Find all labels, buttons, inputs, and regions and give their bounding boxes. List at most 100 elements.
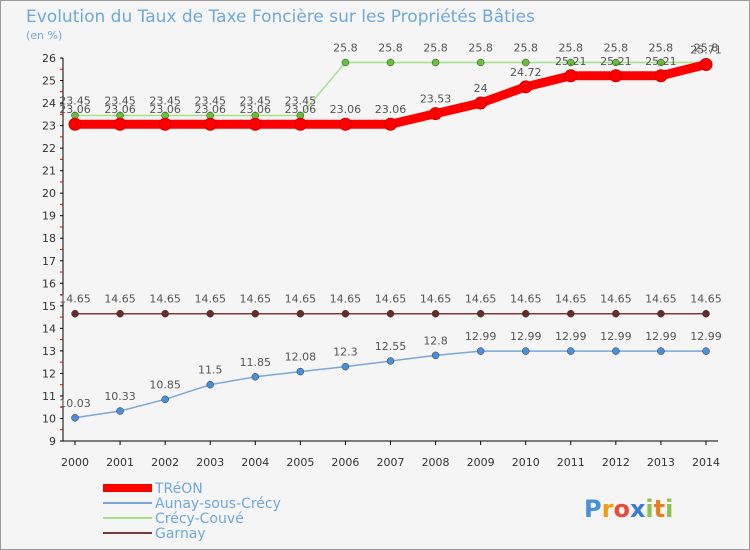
data-label-1: 12.99 — [690, 330, 722, 343]
series-point-0 — [384, 117, 397, 131]
logo-letter-x: x — [630, 495, 646, 523]
series-point-1 — [296, 367, 305, 376]
y-tick-label: 26 — [42, 52, 56, 65]
y-tick-label: 24 — [42, 97, 56, 110]
chart-title: Evolution du Taux de Taxe Foncière sur l… — [26, 7, 535, 27]
series-point-0 — [564, 69, 578, 83]
data-label-2: 25.8 — [559, 42, 584, 55]
logo-letter-i: i — [645, 495, 653, 523]
series-point-1 — [521, 347, 530, 355]
series-point-2 — [612, 58, 620, 67]
data-label-3: 14.65 — [59, 293, 91, 306]
x-tick-label: 2008 — [422, 456, 450, 469]
data-label-0: 25.71 — [690, 44, 722, 57]
logo-letter-i2: i — [665, 495, 673, 523]
y-tick-label: 20 — [42, 187, 56, 200]
x-tick-label: 2003 — [196, 456, 224, 469]
data-label-1: 10.33 — [104, 390, 136, 403]
data-label-3: 14.65 — [645, 293, 677, 306]
data-label-0: 24.72 — [510, 66, 542, 79]
logo-letter-t: t — [654, 495, 665, 523]
data-label-2: 25.8 — [468, 42, 493, 55]
legend-label-0: TRéON — [154, 481, 203, 497]
series-point-3 — [657, 309, 665, 318]
y-tick-label: 12 — [42, 367, 56, 380]
x-tick-label: 2010 — [512, 456, 540, 469]
data-label-3: 14.65 — [149, 293, 181, 306]
series-point-1 — [431, 351, 440, 360]
data-label-3: 14.65 — [690, 293, 722, 306]
data-label-1: 12.99 — [555, 330, 587, 343]
data-labels: 14.65 14.65 14.65 14.65 14.65 14.65 14.65 14.65… — [59, 42, 722, 410]
data-label-2: 25.8 — [333, 42, 358, 55]
x-tick-label: 2009 — [467, 456, 495, 469]
x-tick-label: 2011 — [557, 456, 585, 469]
y-tick-label: 10 — [42, 412, 56, 425]
x-tick-label: 2000 — [61, 456, 89, 469]
series-point-0 — [248, 117, 262, 131]
series-point-0 — [113, 117, 127, 131]
series-point-3 — [702, 309, 710, 318]
y-tick-label: 21 — [42, 165, 56, 178]
data-label-2: 23.45 — [149, 94, 181, 107]
data-label-3: 14.65 — [465, 293, 497, 306]
data-label-2: 25.8 — [694, 42, 719, 55]
data-label-1: 12.08 — [285, 351, 317, 364]
series-point-0 — [158, 117, 172, 131]
data-label-3: 14.65 — [285, 293, 317, 306]
data-label-3: 14.65 — [600, 293, 632, 306]
data-label-3: 14.65 — [510, 293, 542, 306]
svg-text:Proxiti: Proxiti — [584, 495, 673, 523]
y-tick-label: 25 — [42, 75, 56, 88]
data-label-1: 12.55 — [375, 340, 407, 353]
series-point-1 — [702, 347, 710, 355]
series-point-0 — [519, 80, 533, 94]
series-point-0 — [654, 69, 668, 83]
series-point-3 — [386, 309, 395, 318]
x-tick-label: 2005 — [286, 456, 314, 469]
legend-label-2: Crécy-Couvé — [155, 511, 244, 527]
y-ticks: 9 10 11 12 13 14 15 16 17 18 19 20 21 22 23 24 25 26 — [42, 52, 63, 448]
data-label-1: 12.99 — [465, 330, 497, 343]
data-label-0: 23.53 — [420, 93, 452, 106]
legend-label-1: Aunay-sous-Crécy — [155, 496, 281, 512]
series-point-0 — [429, 107, 443, 121]
series-point-3 — [251, 309, 260, 318]
data-label-0: 23.06 — [149, 103, 181, 116]
series-point-3 — [161, 309, 169, 318]
data-label-3: 14.65 — [240, 293, 272, 306]
series-point-1 — [657, 347, 665, 355]
data-label-1: 12.99 — [600, 330, 632, 343]
series-point-0 — [338, 117, 352, 131]
data-label-3: 14.65 — [194, 293, 226, 306]
y-tick-label: 16 — [42, 277, 56, 290]
series-point-1 — [386, 357, 395, 365]
x-tick-label: 2013 — [647, 456, 675, 469]
series-point-2 — [567, 58, 575, 67]
data-label-3: 14.65 — [330, 293, 362, 306]
series-point-3 — [521, 309, 530, 318]
data-label-1: 12.99 — [510, 330, 542, 343]
legend-label-3: Garnay — [155, 526, 206, 542]
data-label-0: 23.06 — [59, 103, 91, 116]
data-label-3: 14.65 — [104, 293, 136, 306]
series-point-3 — [612, 309, 620, 318]
data-label-0: 23.06 — [104, 103, 136, 116]
data-label-1: 11.5 — [198, 364, 223, 377]
series-point-1 — [206, 380, 214, 389]
data-label-0: 23.06 — [240, 103, 272, 116]
series-group — [68, 58, 713, 422]
y-tick-label: 13 — [42, 345, 56, 358]
series-point-0 — [293, 117, 307, 131]
data-label-2: 25.8 — [378, 42, 403, 55]
y-tick-label: 15 — [42, 300, 56, 313]
series-point-3 — [296, 309, 305, 318]
proxiti-logo: Proxiti — [584, 495, 673, 523]
data-label-3: 14.65 — [375, 293, 407, 306]
series-point-3 — [341, 309, 350, 318]
y-tick-label: 22 — [42, 142, 56, 155]
y-tick-label: 14 — [42, 322, 56, 335]
series-point-2 — [657, 58, 665, 67]
series-point-3 — [206, 309, 214, 318]
x-tick-label: 2006 — [331, 456, 359, 469]
